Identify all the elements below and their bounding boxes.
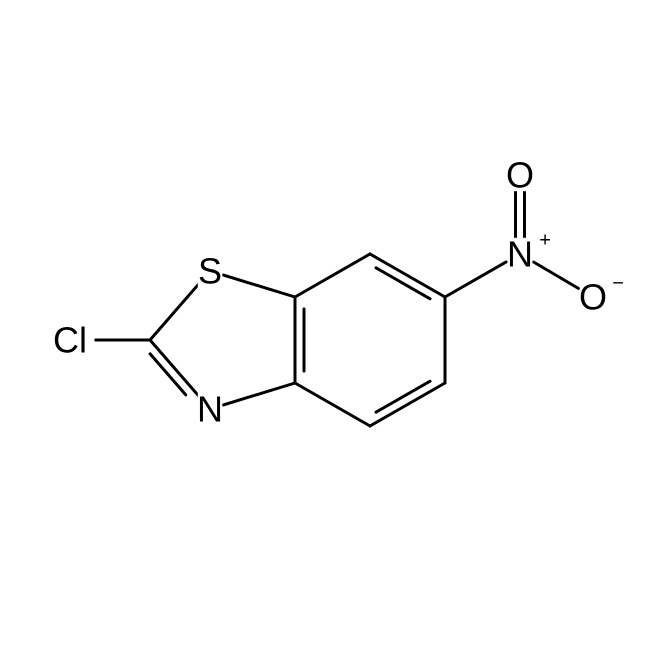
svg-text:O: O [506,155,534,196]
svg-text:O: O [579,277,607,318]
chemical-structure: ClSNN+OO− [0,0,650,650]
svg-text:Cl: Cl [53,320,87,361]
svg-text:N: N [197,389,223,430]
svg-text:N: N [507,234,533,275]
svg-text:+: + [539,229,551,251]
svg-text:S: S [198,251,222,292]
svg-text:−: − [612,272,624,294]
